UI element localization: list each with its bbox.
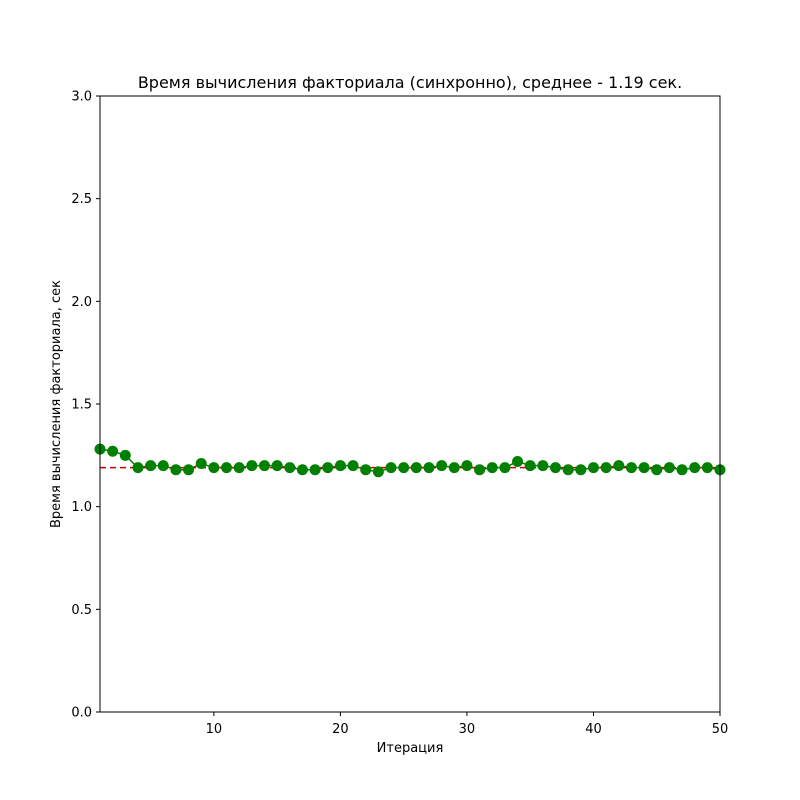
data-point: [322, 462, 334, 474]
data-point: [436, 460, 448, 472]
data-point: [157, 460, 169, 472]
data-point: [499, 462, 511, 474]
y-tick-label: 2.0: [71, 295, 92, 310]
plot-area: [94, 443, 726, 478]
y-tick-label: 1.5: [71, 398, 92, 413]
data-point: [512, 455, 524, 467]
data-point: [347, 460, 359, 472]
x-axis-label: Итерация: [377, 741, 444, 756]
data-point: [360, 464, 372, 476]
y-tick-label: 2.5: [71, 192, 92, 207]
data-point: [474, 464, 486, 476]
data-point: [638, 462, 650, 474]
data-point: [423, 462, 435, 474]
data-point: [410, 462, 422, 474]
data-point: [221, 462, 233, 474]
data-point: [663, 462, 675, 474]
data-point: [145, 460, 157, 472]
chart-title: Время вычисления факториала (синхронно),…: [138, 73, 682, 92]
data-point: [119, 449, 131, 461]
y-axis: 0.0 0.5 1.0 1.5 2.0 2.5 3.0: [71, 90, 100, 721]
data-point: [195, 458, 207, 470]
data-point: [537, 460, 549, 472]
data-point: [486, 462, 498, 474]
data-point: [587, 462, 599, 474]
data-point: [385, 462, 397, 474]
y-tick-label: 0.0: [71, 706, 92, 721]
y-axis-label: Время вычисления факториала, сек: [49, 280, 64, 528]
y-tick-label: 3.0: [71, 90, 92, 105]
data-point: [309, 464, 321, 476]
data-point: [448, 462, 460, 474]
data-point: [258, 460, 270, 472]
data-point: [107, 445, 119, 457]
data-point: [524, 460, 536, 472]
x-tick-label: 10: [206, 722, 223, 737]
data-point: [562, 464, 574, 476]
data-point: [271, 460, 283, 472]
y-tick-label: 1.0: [71, 500, 92, 515]
x-tick-label: 40: [585, 722, 602, 737]
data-point: [398, 462, 410, 474]
data-point: [296, 464, 308, 476]
data-point: [233, 462, 245, 474]
x-tick-label: 50: [712, 722, 729, 737]
data-point: [208, 462, 220, 474]
data-point: [600, 462, 612, 474]
data-point: [284, 462, 296, 474]
x-tick-label: 30: [459, 722, 476, 737]
data-point: [372, 466, 384, 478]
data-point: [689, 462, 701, 474]
data-point: [334, 460, 346, 472]
data-point: [183, 464, 195, 476]
data-point: [575, 464, 587, 476]
data-point: [613, 460, 625, 472]
x-axis: 10 20 30 40 50: [206, 712, 729, 737]
x-tick-label: 20: [332, 722, 349, 737]
data-point: [132, 462, 144, 474]
data-point: [550, 462, 562, 474]
data-point: [625, 462, 637, 474]
data-point: [676, 464, 688, 476]
data-point: [246, 460, 258, 472]
y-tick-label: 0.5: [71, 603, 92, 618]
data-point: [461, 460, 473, 472]
data-point: [701, 462, 713, 474]
axes-frame: [99, 95, 721, 713]
data-point: [170, 464, 182, 476]
data-point: [651, 464, 663, 476]
